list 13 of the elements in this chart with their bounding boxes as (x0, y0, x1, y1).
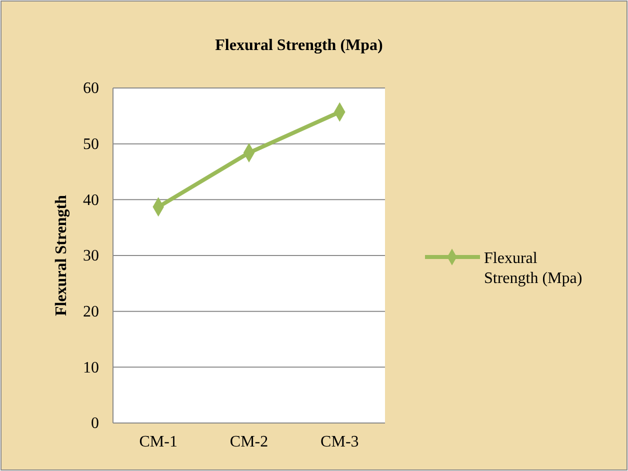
y-tick-label: 60 (83, 80, 99, 98)
legend-label: Flexural Strength (Mpa) (484, 250, 582, 287)
y-tick-label: 40 (83, 192, 99, 209)
y-tick-label: 50 (83, 136, 99, 153)
x-tick-label: CM-2 (230, 433, 268, 450)
x-tick-label: CM-1 (139, 433, 178, 450)
chart-title: Flexural Strength (Mpa) (215, 37, 383, 54)
x-tick-label: CM-3 (320, 433, 359, 450)
y-tick-label: 10 (83, 359, 99, 376)
y-tick-label: 20 (83, 303, 99, 320)
y-tick-label: 30 (83, 248, 99, 265)
y-axis-title: Flexural Strength (53, 194, 70, 316)
y-tick-label: 0 (91, 415, 99, 432)
